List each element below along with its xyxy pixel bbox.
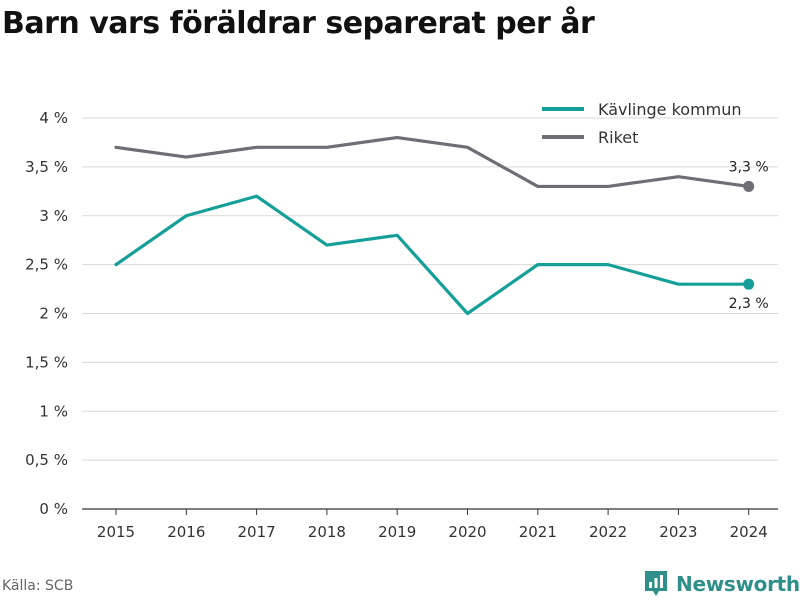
x-tick-label: 2024 [730, 523, 768, 541]
brand-name: Newsworthy [676, 572, 800, 596]
x-tick-label: 2019 [378, 523, 416, 541]
x-tick-label: 2020 [448, 523, 486, 541]
x-tick-label: 2018 [308, 523, 346, 541]
x-tick-label: 2017 [238, 523, 276, 541]
y-tick-label: 2 % [39, 305, 68, 323]
newsworthy-logo-icon [645, 571, 667, 596]
y-tick-label: 2,5 % [25, 256, 68, 274]
x-tick-label: 2022 [589, 523, 627, 541]
series-line-kavlinge [114, 194, 751, 316]
chart-title: Barn vars föräldrar separerat per år [2, 6, 595, 41]
legend-label-kavlinge: Kävlinge kommun [598, 100, 742, 119]
y-tick-label: 1,5 % [25, 353, 68, 371]
x-tick-label: 2021 [519, 523, 557, 541]
y-tick-label: 0 % [39, 500, 68, 518]
y-tick-label: 0,5 % [25, 451, 68, 469]
x-tick-label: 2023 [659, 523, 697, 541]
y-tick-label: 3,5 % [25, 158, 68, 176]
grid-layer [82, 117, 778, 510]
axis-layer: 0 % 0,5 % 1 % 1,5 % 2 % 2,5 % 3 % 3,5 % 4 % 2015 2… [25, 109, 768, 541]
x-tick-label: 2016 [167, 523, 205, 541]
source-note: Källa: SCB [2, 578, 74, 594]
end-value-label-kavlinge: 2,3 % [729, 296, 769, 312]
y-tick-label: 4 % [39, 109, 68, 127]
legend-label-riket: Riket [598, 128, 638, 147]
y-tick-label: 1 % [39, 402, 68, 420]
series-layer: 2,3 % 3,3 % [114, 135, 769, 316]
y-tick-label: 3 % [39, 207, 68, 225]
x-tick-label: 2015 [97, 523, 135, 541]
end-point-riket [743, 180, 755, 192]
brand-logo: Newsworthy [644, 570, 800, 598]
legend: Kävlinge kommun Riket [542, 100, 742, 147]
end-point-kavlinge [743, 278, 755, 290]
series-line-riket [114, 135, 751, 189]
end-value-label-riket: 3,3 % [729, 159, 769, 175]
